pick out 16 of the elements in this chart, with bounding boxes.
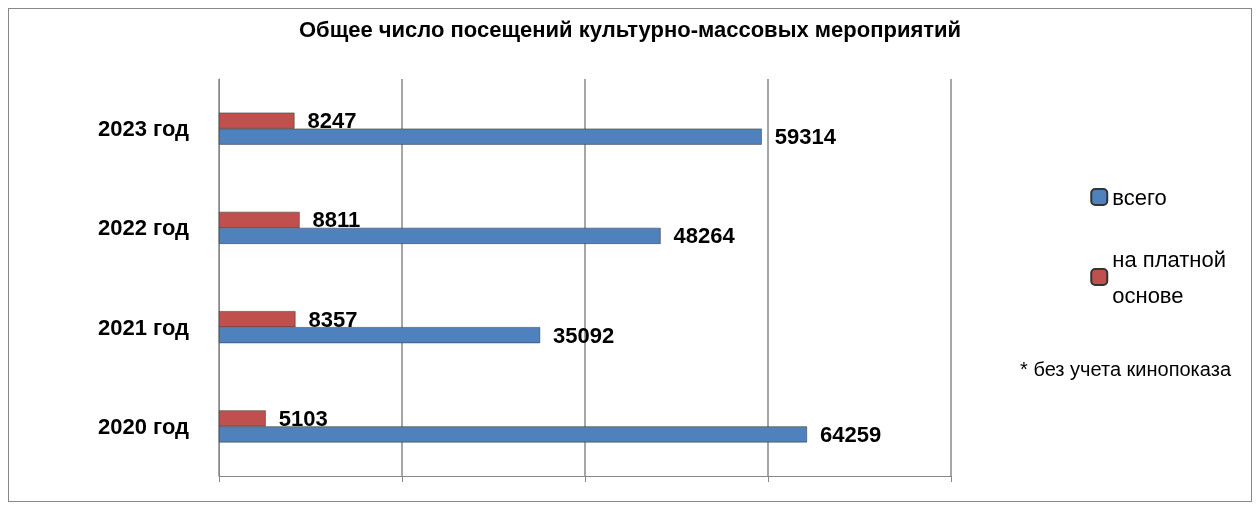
y-tick-label: 2021 год (97, 314, 190, 340)
data-label: 48264 (673, 223, 736, 249)
text: * без учета кинопоказа (1020, 358, 1232, 380)
data-label: 8811 (312, 207, 361, 233)
data-label: 35092 (553, 322, 615, 348)
legend-label: на платной основе (1112, 246, 1226, 308)
chart-title: Общее число посещений культурно-массовых мероприятий (298, 16, 962, 42)
data-label: 59314 (774, 124, 837, 150)
y-tick-label: 2020 год (97, 413, 190, 439)
data-label: 8357 (308, 306, 358, 332)
data-label: 5103 (278, 405, 328, 431)
legend-label: всего (1112, 184, 1167, 210)
y-tick-label: 2023 год (97, 116, 190, 142)
y-tick-label: 2022 год (97, 215, 190, 241)
data-label: 8247 (307, 108, 357, 134)
data-label: 64259 (819, 421, 882, 447)
